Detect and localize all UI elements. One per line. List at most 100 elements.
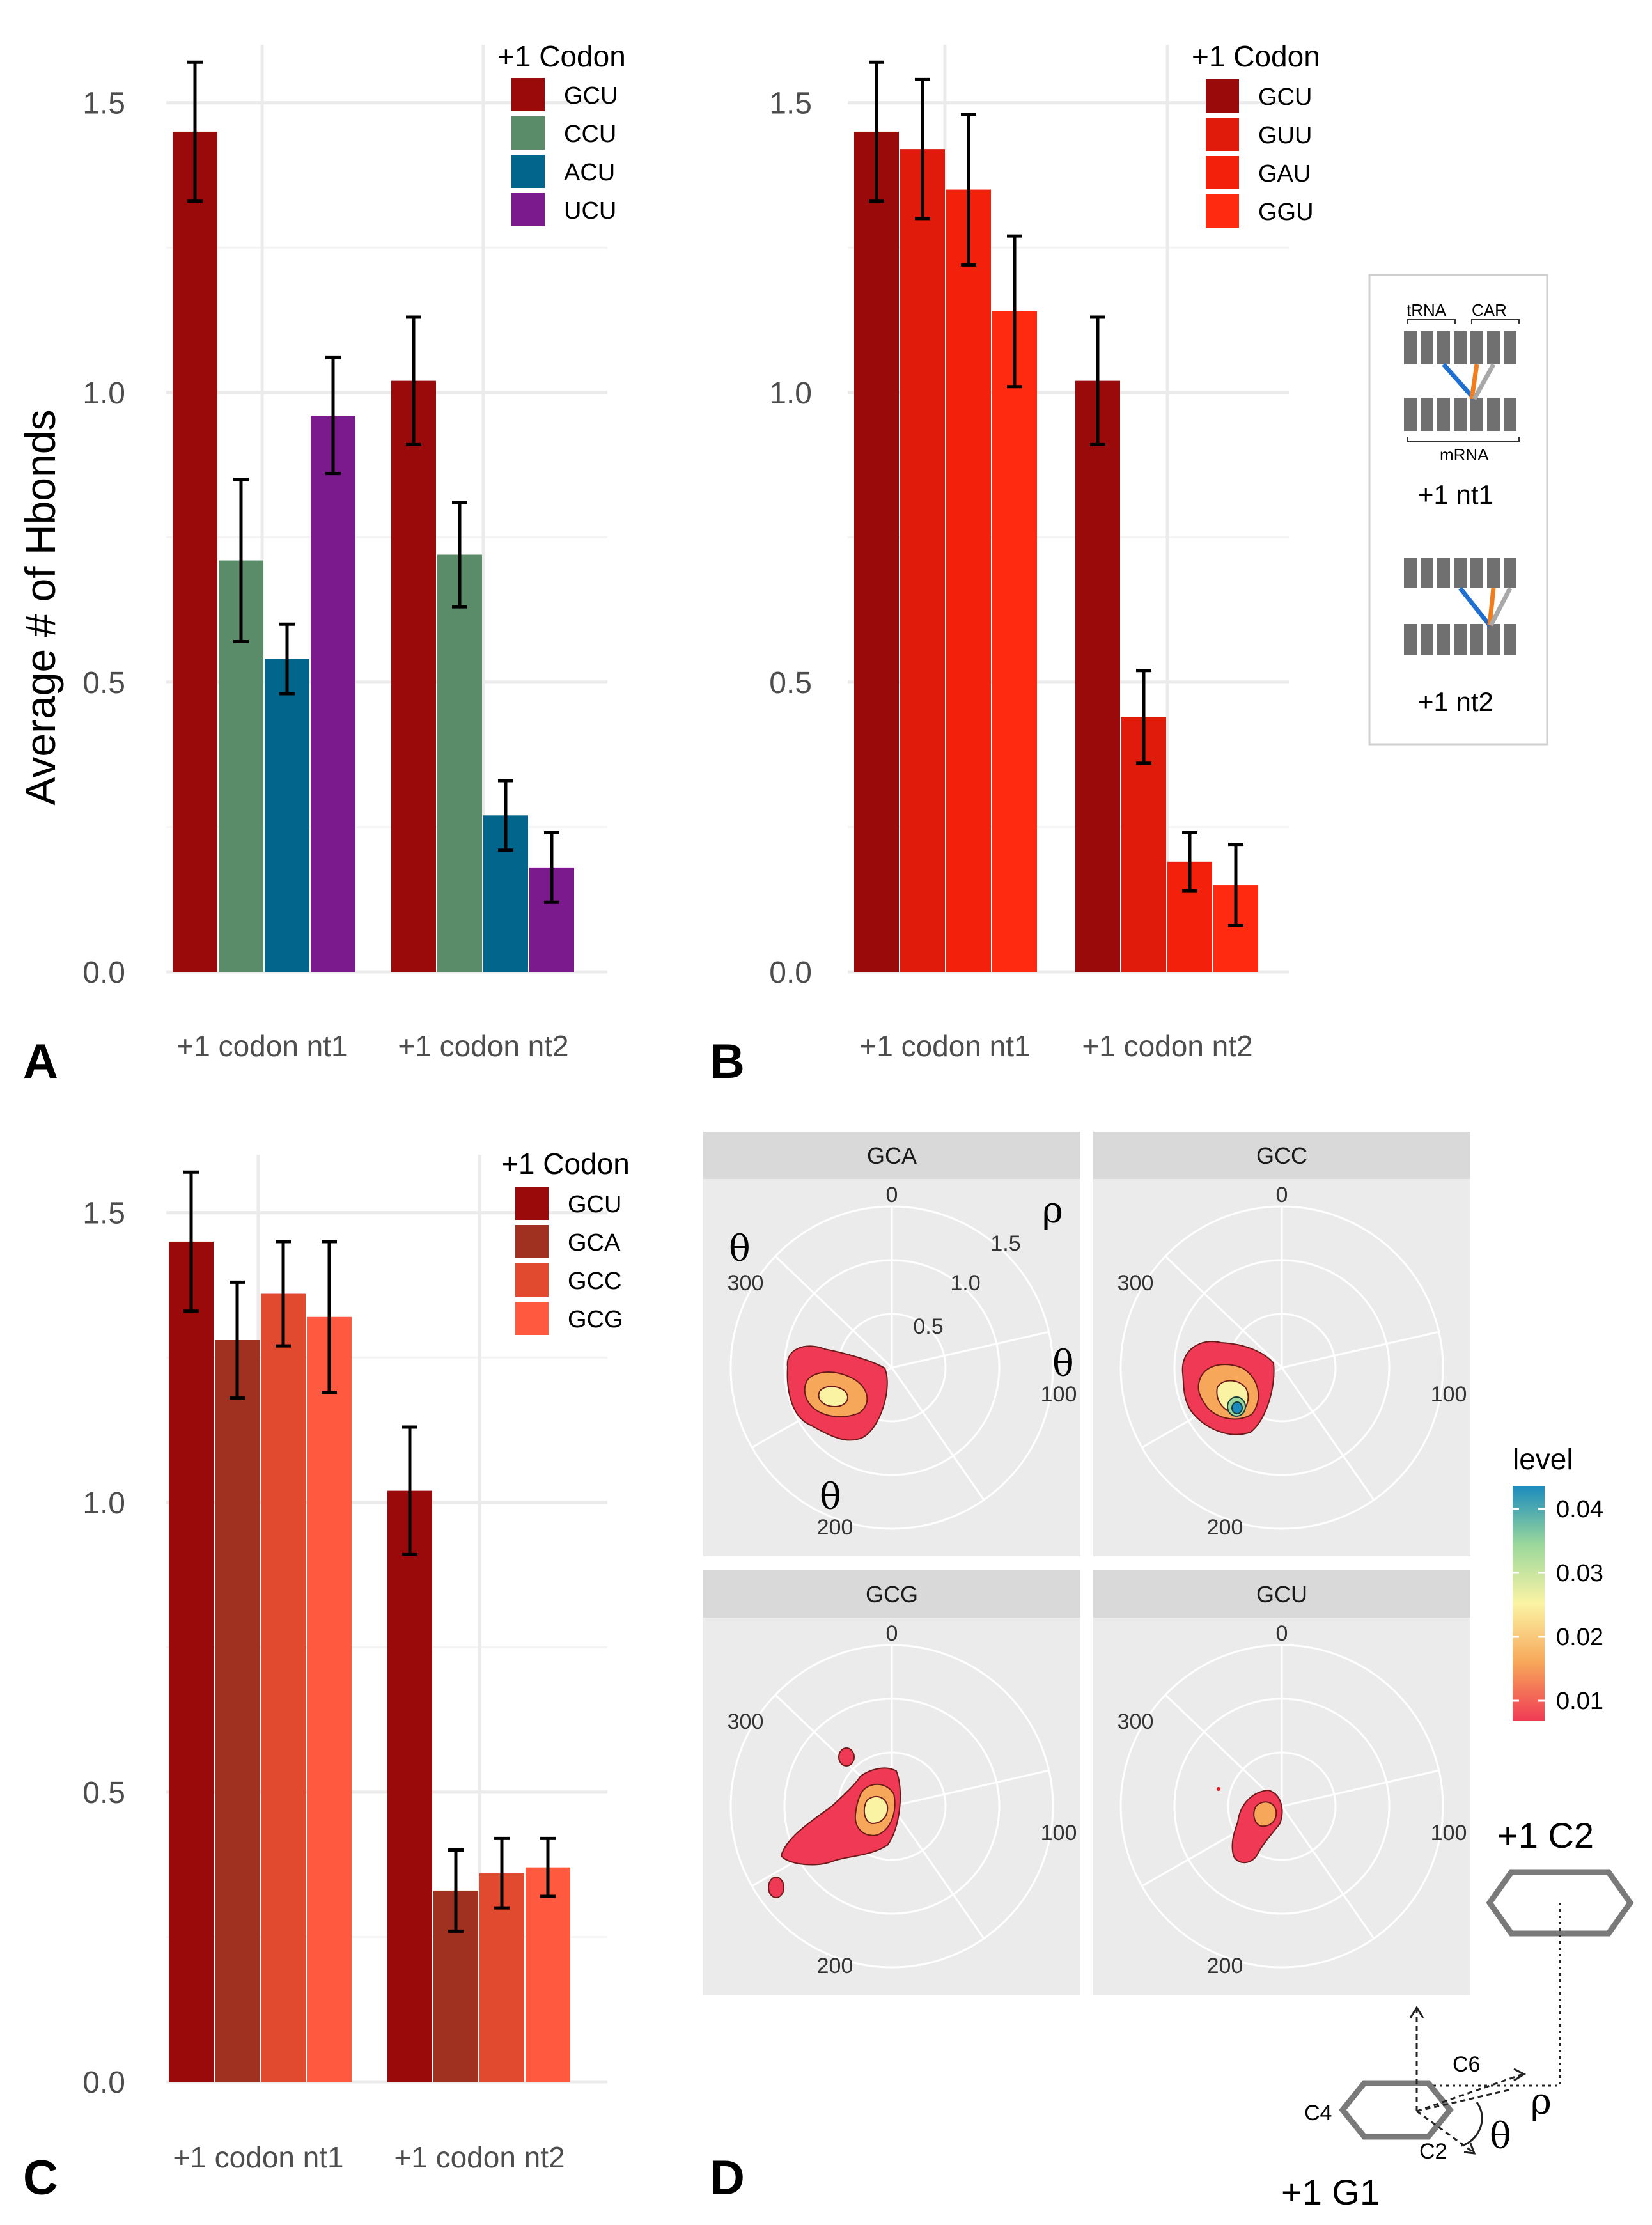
facet-gca-theta-label-right: θ	[1052, 1343, 1074, 1385]
error-bar	[279, 622, 295, 696]
trna-label: tRNA	[1407, 301, 1447, 320]
error-bar	[406, 315, 421, 446]
y-tick-label: 0.0	[82, 956, 125, 990]
error-bar	[233, 478, 249, 643]
error-bar	[1182, 831, 1197, 893]
nt2-bottom-blocks	[1404, 624, 1516, 655]
nt2-grey-line	[1488, 587, 1513, 627]
facet-gca-rho-10: 1.0	[950, 1271, 980, 1295]
nt2-label: +1 nt2	[1418, 687, 1493, 717]
facet-gcu-density-contour	[1217, 1787, 1283, 1863]
error-bar	[322, 1240, 337, 1394]
panel-a-yticks: 0.0 0.5 1.0 1.5	[82, 87, 125, 990]
facet-gca-theta-label-top: θ	[729, 1228, 751, 1270]
facet-gca-density-contour	[786, 1345, 888, 1441]
error-bar	[448, 1848, 464, 1933]
legend-label: GGU	[1258, 199, 1314, 226]
facet-gca-theta-label-bottom: θ	[820, 1476, 841, 1518]
legend-label: GCU	[568, 1191, 621, 1218]
y-tick-label: 1.0	[82, 377, 125, 410]
level-colorbar-ticks	[1513, 1508, 1545, 1702]
bar	[215, 1340, 260, 2082]
facet-gcc-theta-100: 100	[1431, 1382, 1467, 1407]
legend-swatch	[515, 1302, 549, 1335]
error-bar	[183, 1170, 199, 1313]
nt1-top-blocks	[1404, 331, 1516, 364]
level-tick-002: 0.02	[1556, 1624, 1603, 1651]
trna-car-brackets	[1407, 319, 1520, 324]
legend-label: GCU	[1258, 84, 1312, 111]
error-bar	[494, 1836, 510, 1910]
y-tick-label: 1.0	[82, 1487, 125, 1520]
nt2-top-blocks	[1404, 558, 1516, 588]
error-bar	[915, 77, 930, 221]
bar	[1075, 380, 1120, 972]
panel-a-errorbars	[187, 60, 559, 904]
facet-gcc-strip	[1093, 1132, 1470, 1179]
error-bar	[1090, 315, 1105, 446]
legend-label: GAU	[1258, 160, 1311, 187]
x-category-label: +1 codon nt2	[398, 1029, 568, 1063]
bar	[173, 131, 217, 972]
legend-swatch	[515, 1225, 549, 1258]
facet-gcu-strip	[1093, 1570, 1470, 1618]
x-category-label: +1 codon nt1	[173, 2141, 343, 2174]
error-bar	[402, 1425, 417, 1556]
x-category-label: +1 codon nt1	[859, 1029, 1030, 1063]
panel-b-legend: +1 Codon GCU GUU GAU GGU	[1192, 40, 1320, 228]
legend-title: +1 Codon	[1192, 40, 1320, 73]
panel-letter-c: C	[23, 2151, 58, 2205]
legend-swatch	[511, 78, 545, 111]
panel-a-chart: 0.0 0.5 1.0 1.5 +1 codon nt1 +1 codon nt2 +1…	[82, 40, 626, 1063]
error-bar	[961, 113, 976, 267]
nt1-label: +1 nt1	[1418, 480, 1493, 510]
bottom-base-ring	[1339, 2080, 1454, 2140]
facet-gca-rho-05: 0.5	[913, 1315, 943, 1339]
level-tick-001: 0.01	[1556, 1688, 1603, 1715]
legend-title: +1 Codon	[497, 40, 626, 73]
facet-gcg-density-contour	[768, 1747, 901, 1898]
error-bar	[1136, 669, 1151, 765]
facet-gcc-theta-200: 200	[1207, 1515, 1243, 1540]
legend-swatch	[1206, 118, 1239, 151]
y-tick-label: 0.0	[769, 956, 812, 990]
facet-gcu-theta-300: 300	[1118, 1710, 1154, 1734]
error-bar	[325, 355, 341, 476]
facet-gcu-polar-grid	[1119, 1644, 1444, 1969]
panel-a-bars	[173, 131, 574, 972]
y-axis-label: Average # of Hbonds	[17, 410, 64, 806]
legend-label: GCG	[568, 1306, 623, 1333]
facet-gcu: GCU 0 100 200 300	[1093, 1570, 1470, 1995]
panel-b-chart: 0.0 0.5 1.0 1.5 +1 codon nt1 +1 codon nt2 +1…	[769, 40, 1320, 1063]
panel-b-bars	[854, 131, 1258, 972]
legend-title: +1 Codon	[501, 1147, 630, 1180]
facet-gcc-theta-0: 0	[1276, 1183, 1288, 1207]
legend-label: GCC	[568, 1268, 621, 1295]
level-colorbar	[1513, 1486, 1545, 1721]
facet-gcu-theta-100: 100	[1431, 1821, 1467, 1845]
bottom-base-label: +1 G1	[1281, 2172, 1380, 2212]
error-bar	[452, 501, 467, 609]
schematic-theta: θ	[1490, 2116, 1511, 2157]
x-category-label: +1 codon nt2	[394, 2141, 565, 2174]
y-tick-label: 0.5	[82, 666, 125, 700]
atom-c2: C2	[1419, 2139, 1447, 2164]
y-tick-label: 1.5	[769, 87, 812, 121]
facet-gcg: GCG 0 100 200 300	[703, 1570, 1080, 1995]
nt1-grey-line	[1472, 363, 1496, 400]
bar	[946, 189, 991, 972]
facet-gca-theta-300: 300	[728, 1271, 764, 1295]
level-legend-title: level	[1513, 1442, 1573, 1476]
facet-gcg-theta-0: 0	[886, 1621, 898, 1646]
facet-gcu-theta-0: 0	[1276, 1621, 1288, 1646]
schematic-rho: ρ	[1531, 2081, 1552, 2123]
facet-gcu-speck	[1217, 1787, 1220, 1791]
error-bar	[187, 60, 203, 203]
error-bar	[869, 60, 884, 203]
bar	[169, 1241, 214, 2082]
bar	[387, 1490, 432, 2082]
legend-swatch	[1206, 79, 1239, 113]
facet-gcg-theta-200: 200	[817, 1954, 853, 1978]
nt2-trna-hbond-line	[1458, 586, 1492, 627]
